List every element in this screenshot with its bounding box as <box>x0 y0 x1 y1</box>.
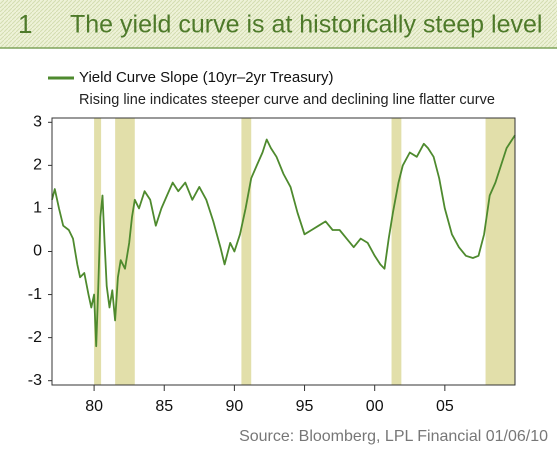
x-tick-label: 95 <box>296 398 314 415</box>
chart-title: The yield curve is at historically steep… <box>70 11 542 39</box>
recession-band <box>115 118 135 385</box>
x-tick-label: 80 <box>85 398 103 415</box>
title-bar <box>0 0 557 48</box>
y-tick-label: 1 <box>33 200 42 217</box>
y-tick-label: -1 <box>28 286 42 303</box>
recession-band <box>485 118 515 385</box>
chart-number: 1 <box>18 9 32 39</box>
plot-frame <box>51 117 516 386</box>
y-tick-label: -2 <box>28 329 42 346</box>
y-tick-label: 3 <box>33 114 42 131</box>
subtitle: Rising line indicates steeper curve and … <box>79 92 495 108</box>
legend-label: Yield Curve Slope (10yr–2yr Treasury) <box>79 69 334 86</box>
x-tick-label: 05 <box>436 398 454 415</box>
x-tick-label: 85 <box>155 398 173 415</box>
source: Source: Bloomberg, LPL Financial 01/06/1… <box>239 428 548 445</box>
recession-band <box>241 118 252 385</box>
series-line <box>51 134 516 348</box>
recession-band <box>94 118 102 385</box>
y-tick-label: 0 <box>33 243 42 260</box>
y-tick-label: -3 <box>28 372 42 389</box>
recession-band <box>391 118 402 385</box>
x-tick-label: 00 <box>366 398 384 415</box>
y-tick-label: 2 <box>33 157 42 174</box>
x-tick-label: 90 <box>225 398 243 415</box>
